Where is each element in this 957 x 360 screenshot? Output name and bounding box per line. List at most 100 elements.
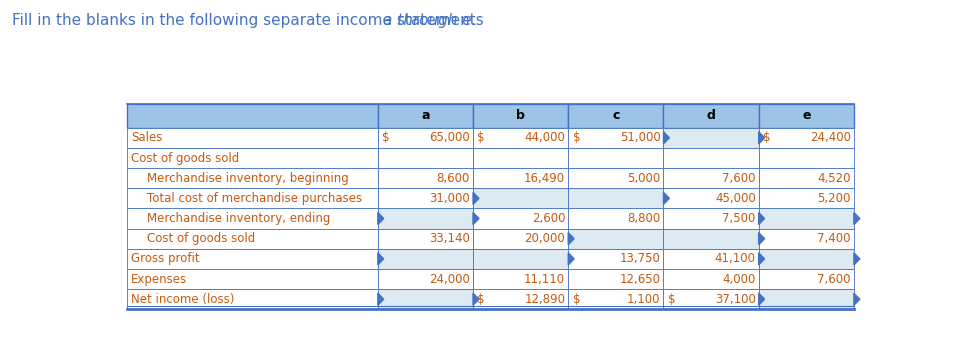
Bar [568, 188, 663, 208]
Polygon shape [759, 132, 765, 144]
Bar [378, 168, 473, 188]
Text: Expenses: Expenses [131, 273, 187, 285]
Polygon shape [473, 192, 478, 204]
Bar [568, 289, 663, 309]
Polygon shape [854, 293, 859, 305]
Bar [663, 229, 759, 249]
Text: 7,600: 7,600 [723, 172, 756, 185]
Polygon shape [378, 293, 384, 305]
Bar [759, 208, 854, 229]
Bar [378, 208, 473, 229]
Polygon shape [473, 212, 478, 225]
Bar [473, 148, 568, 168]
Polygon shape [854, 253, 859, 265]
Text: Merchandise inventory, beginning: Merchandise inventory, beginning [147, 172, 348, 185]
Bar [663, 148, 759, 168]
Bar [759, 148, 854, 168]
Text: $: $ [763, 131, 770, 144]
Bar [127, 168, 378, 188]
Text: 7,400: 7,400 [817, 232, 851, 245]
Polygon shape [663, 192, 669, 204]
Bar [663, 208, 759, 229]
Text: Fill in the blanks in the following separate income statements: Fill in the blanks in the following sepa… [12, 13, 489, 28]
Text: 51,000: 51,000 [620, 131, 660, 144]
Bar [473, 289, 568, 309]
Bar [568, 148, 663, 168]
Bar [568, 104, 663, 128]
Bar [568, 269, 663, 289]
Bar [378, 188, 473, 208]
Polygon shape [759, 293, 765, 305]
Bar [127, 229, 378, 249]
Bar [663, 104, 759, 128]
Bar [759, 289, 854, 309]
Text: 5,200: 5,200 [817, 192, 851, 205]
Bar [473, 269, 568, 289]
Bar [663, 269, 759, 289]
Bar [127, 269, 378, 289]
Text: Merchandise inventory, ending: Merchandise inventory, ending [147, 212, 330, 225]
Bar [127, 148, 378, 168]
Polygon shape [473, 293, 478, 305]
Bar [663, 289, 759, 309]
Bar [759, 269, 854, 289]
Bar [473, 128, 568, 148]
Bar [568, 229, 663, 249]
Text: 2,600: 2,600 [532, 212, 566, 225]
Polygon shape [759, 233, 765, 245]
Text: Cost of goods sold: Cost of goods sold [147, 232, 256, 245]
Bar [378, 249, 473, 269]
Bar [568, 208, 663, 229]
Text: 16,490: 16,490 [524, 172, 566, 185]
Text: 4,520: 4,520 [817, 172, 851, 185]
Polygon shape [568, 233, 574, 245]
Text: c: c [612, 109, 619, 122]
Text: Net income (loss): Net income (loss) [131, 293, 234, 306]
Text: Sales: Sales [131, 131, 162, 144]
Bar [568, 168, 663, 188]
Text: e: e [802, 109, 811, 122]
Text: d: d [706, 109, 716, 122]
Bar [127, 289, 378, 309]
Bar [473, 229, 568, 249]
Bar [663, 168, 759, 188]
Text: 11,110: 11,110 [524, 273, 566, 285]
Text: 24,400: 24,400 [810, 131, 851, 144]
Bar [663, 188, 759, 208]
Bar [759, 168, 854, 188]
Text: 4,000: 4,000 [723, 273, 756, 285]
Bar [759, 104, 854, 128]
Text: 37,100: 37,100 [715, 293, 756, 306]
Text: 1,100: 1,100 [627, 293, 660, 306]
Bar [378, 269, 473, 289]
Text: a through e.: a through e. [383, 13, 477, 28]
Text: Gross profit: Gross profit [131, 252, 199, 265]
Bar [378, 128, 473, 148]
Text: $: $ [478, 293, 485, 306]
Text: 24,000: 24,000 [429, 273, 470, 285]
Bar [759, 128, 854, 148]
Bar [378, 148, 473, 168]
Text: 7,500: 7,500 [723, 212, 756, 225]
Text: 12,890: 12,890 [524, 293, 566, 306]
Text: 31,000: 31,000 [430, 192, 470, 205]
Polygon shape [759, 253, 765, 265]
Bar [378, 229, 473, 249]
Text: 20,000: 20,000 [524, 232, 566, 245]
Text: 13,750: 13,750 [619, 252, 660, 265]
Bar [378, 104, 473, 128]
Bar [568, 128, 663, 148]
Bar [473, 249, 568, 269]
Polygon shape [378, 253, 384, 265]
Text: Total cost of merchandise purchases: Total cost of merchandise purchases [147, 192, 362, 205]
Text: 12,650: 12,650 [619, 273, 660, 285]
Bar [127, 104, 378, 128]
Text: 8,600: 8,600 [436, 172, 470, 185]
Bar [568, 249, 663, 269]
Bar [473, 104, 568, 128]
Text: $: $ [572, 131, 580, 144]
Bar [378, 289, 473, 309]
Text: 44,000: 44,000 [524, 131, 566, 144]
Bar [663, 249, 759, 269]
Text: a: a [421, 109, 430, 122]
